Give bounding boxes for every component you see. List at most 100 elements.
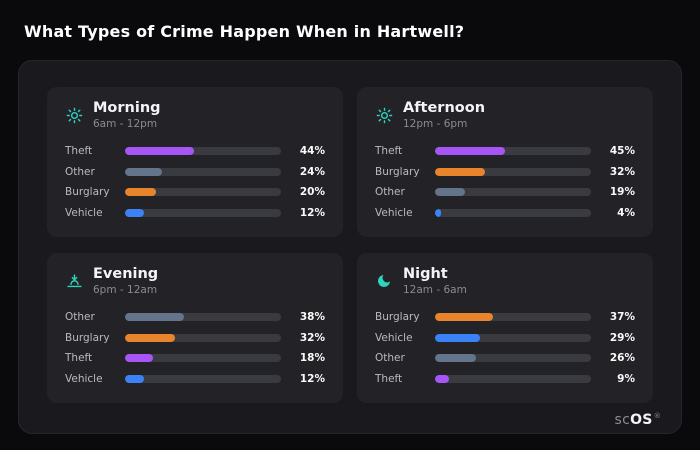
value-label: 18% [299, 352, 325, 365]
bar-fill [435, 167, 485, 176]
bar-row: Burglary 32% [375, 162, 635, 182]
bar-track [125, 333, 281, 342]
bar-fill [435, 312, 493, 321]
registered-mark: ® [653, 412, 661, 421]
logo-suffix: OS [630, 412, 653, 428]
afternoon-card: Afternoon 12pm - 6pm Theft 45% Burglary … [357, 87, 653, 237]
bar-track [125, 167, 281, 176]
card-header-text: Evening 6pm - 12am [93, 266, 158, 296]
card-header-text: Morning 6am - 12pm [93, 100, 161, 130]
bar-fill [435, 333, 481, 342]
scos-logo: scOS® [615, 412, 662, 428]
bar-chart: Burglary 37% Vehicle 29% Other 26% Theft [375, 306, 635, 390]
bar-track [125, 146, 281, 155]
bar-row: Theft 9% [375, 369, 635, 389]
bar-track [435, 354, 591, 363]
category-label: Other [65, 310, 95, 323]
bar-row: Vehicle 4% [375, 203, 635, 223]
bar-track [125, 209, 281, 218]
bar-chart: Other 38% Burglary 32% Theft 18% Vehicle [65, 306, 325, 390]
dashboard-panel: Morning 6am - 12pm Theft 44% Other 24% B… [18, 60, 682, 434]
card-header: Night 12am - 6am [375, 266, 635, 296]
value-label: 12% [299, 207, 325, 220]
bar-fill [435, 188, 465, 197]
value-label: 4% [617, 207, 635, 220]
bar-fill [125, 167, 163, 176]
value-label: 20% [299, 186, 325, 199]
bar-row: Other 19% [375, 182, 635, 202]
card-title: Evening [93, 266, 159, 282]
card-header-text: Night 12am - 6am [403, 266, 467, 296]
bar-row: Theft 45% [375, 141, 635, 161]
card-title: Night [403, 266, 448, 282]
category-label: Burglary [65, 331, 110, 344]
category-label: Theft [375, 144, 403, 157]
bar-row: Vehicle 12% [65, 203, 325, 223]
category-label: Vehicle [375, 207, 413, 220]
bar-fill [435, 375, 450, 384]
card-title: Morning [93, 100, 161, 116]
bar-row: Theft 44% [65, 141, 325, 161]
category-label: Burglary [375, 165, 420, 178]
value-label: 19% [609, 186, 635, 199]
category-label: Theft [375, 373, 403, 386]
bar-fill [125, 146, 194, 155]
card-header: Morning 6am - 12pm [65, 100, 325, 130]
card-subtitle: 12pm - 6pm [403, 118, 468, 130]
sun-icon [65, 106, 83, 124]
category-label: Burglary [375, 310, 420, 323]
bar-fill [435, 209, 442, 218]
bar-row: Burglary 37% [375, 307, 635, 327]
bar-fill [125, 375, 144, 384]
category-label: Theft [65, 352, 93, 365]
moon-icon [375, 272, 393, 290]
card-grid: Morning 6am - 12pm Theft 44% Other 24% B… [47, 87, 653, 403]
bar-track [125, 354, 281, 363]
category-label: Other [375, 186, 405, 199]
bar-row: Burglary 20% [65, 182, 325, 202]
bar-track [435, 375, 591, 384]
bar-track [435, 167, 591, 176]
bar-row: Vehicle 29% [375, 328, 635, 348]
bar-track [435, 209, 591, 218]
card-title: Afternoon [403, 100, 486, 116]
bar-row: Burglary 32% [65, 328, 325, 348]
card-subtitle: 6pm - 12am [93, 284, 158, 296]
value-label: 26% [609, 352, 635, 365]
bar-chart: Theft 44% Other 24% Burglary 20% Vehicle [65, 140, 325, 224]
bar-track [125, 188, 281, 197]
bar-track [435, 333, 591, 342]
bar-row: Other 26% [375, 348, 635, 368]
value-label: 38% [299, 310, 325, 323]
value-label: 44% [299, 144, 325, 157]
category-label: Other [65, 165, 95, 178]
category-label: Vehicle [65, 207, 103, 220]
value-label: 29% [609, 331, 635, 344]
bar-row: Other 38% [65, 307, 325, 327]
bar-track [435, 312, 591, 321]
bar-row: Theft 18% [65, 348, 325, 368]
card-header: Evening 6pm - 12am [65, 266, 325, 296]
logo-prefix: sc [614, 412, 631, 428]
page-title: What Types of Crime Happen When in Hartw… [24, 22, 465, 41]
bar-fill [125, 354, 154, 363]
card-header-text: Afternoon 12pm - 6pm [403, 100, 485, 130]
bar-track [435, 188, 591, 197]
card-header: Afternoon 12pm - 6pm [375, 100, 635, 130]
card-subtitle: 12am - 6am [403, 284, 467, 296]
sun-icon [375, 106, 393, 124]
bar-track [125, 375, 281, 384]
bar-chart: Theft 45% Burglary 32% Other 19% Vehicle [375, 140, 635, 224]
morning-card: Morning 6am - 12pm Theft 44% Other 24% B… [47, 87, 343, 237]
category-label: Other [375, 352, 405, 365]
category-label: Vehicle [375, 331, 413, 344]
value-label: 37% [609, 310, 635, 323]
bar-fill [125, 188, 157, 197]
category-label: Burglary [65, 186, 110, 199]
bar-fill [435, 354, 476, 363]
value-label: 32% [609, 165, 635, 178]
sunset-icon [65, 272, 83, 290]
bar-track [435, 146, 591, 155]
bar-fill [125, 333, 175, 342]
night-card: Night 12am - 6am Burglary 37% Vehicle 29… [357, 253, 653, 403]
